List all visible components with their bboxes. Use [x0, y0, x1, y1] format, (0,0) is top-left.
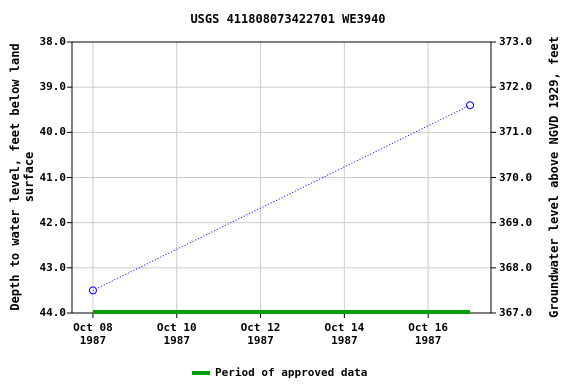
x-tick-label: Oct 14 1987	[324, 321, 365, 347]
x-tick-label: Oct 10 1987	[156, 321, 197, 347]
y-tick-label: 43.0	[39, 260, 67, 274]
chart-title: USGS 411808073422701 WE3940	[190, 12, 386, 26]
x-tick-label: Oct 08 1987	[73, 321, 113, 347]
y-tick-label: 38.0	[39, 35, 67, 48]
y2-tick-label: 367.0	[499, 306, 533, 319]
y2-tick-label: 369.0	[499, 215, 533, 229]
y2-tick-label: 368.0	[499, 260, 533, 274]
x-tick-label: Oct 16 1987	[408, 321, 449, 347]
x-tick-label: Oct 12 1987	[240, 321, 281, 347]
legend-label: Period of approved data	[215, 366, 368, 379]
data-point	[466, 101, 475, 110]
data-line	[92, 104, 471, 291]
y-tick-label: 41.0	[39, 170, 67, 184]
y-tick-label: 44.0	[39, 306, 67, 319]
approved-period	[92, 310, 471, 314]
y2-tick-label: 371.0	[499, 125, 533, 139]
y-tick-label: 42.0	[39, 215, 67, 229]
y2-tick-label: 372.0	[499, 80, 533, 94]
data-point	[88, 286, 97, 295]
y2-tick-label: 370.0	[499, 170, 533, 184]
y-tick-label: 39.0	[39, 80, 67, 94]
y2-axis-label: Groundwater level above NGVD 1929, feet	[547, 36, 561, 318]
y-tick-label: 40.0	[39, 125, 67, 139]
y2-tick-label: 373.0	[499, 35, 533, 48]
